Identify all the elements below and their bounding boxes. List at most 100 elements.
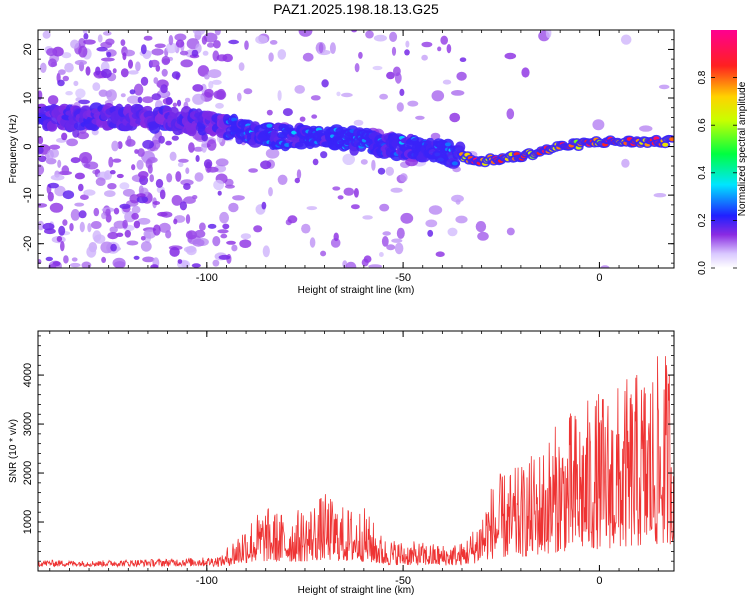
spectrogram-blob [165, 96, 173, 105]
spectrogram-blob [377, 167, 386, 175]
spectrogram-noise-blob [360, 159, 368, 165]
spectrogram-noise-blob [128, 70, 139, 75]
spectrogram-noise-blob [82, 30, 88, 35]
spectrogram-noise-blob [69, 262, 81, 268]
spectrogram-blob [204, 88, 214, 98]
spectrogram-noise-blob [194, 172, 204, 182]
spectrogram-blob [136, 195, 149, 204]
spectrogram-noise-blob [58, 69, 66, 75]
spectrogram-blob [222, 223, 230, 230]
spectrogram-blobs [38, 30, 674, 268]
spectrogram-noise-blob [320, 250, 327, 257]
x-tick-label: -50 [395, 575, 411, 587]
spectrogram-noise-blob [149, 174, 154, 183]
spectrogram-noise-blob [152, 224, 161, 236]
spectrogram-noise-blob [193, 146, 204, 152]
spectrogram-ridge-core [451, 161, 458, 166]
colorbar-label: Normalized spectral amplitude [737, 81, 748, 216]
spectrogram-noise-blob [76, 131, 89, 140]
spectrogram-noise-blob [92, 230, 102, 242]
x-tick-label: -50 [395, 272, 411, 284]
spectrogram-noise-blob [653, 193, 667, 198]
spectrogram-noise-blob [310, 95, 321, 101]
spectrogram-noise-blob [399, 173, 408, 182]
spectrogram-blob [191, 49, 199, 57]
spectrogram-blob [217, 190, 222, 196]
spectrogram-noise-blob [180, 59, 193, 68]
spectrogram-noise-blob [365, 30, 374, 39]
spectrogram-noise-blob [425, 219, 438, 228]
spectrogram-blob [157, 211, 168, 217]
x-tick-label: 0 [596, 575, 602, 587]
spectrogram-noise-blob [80, 194, 89, 200]
spectrogram-noise-blob [214, 30, 221, 36]
spectrogram-noise-blob [294, 85, 306, 94]
spectrogram-noise-blob [296, 169, 302, 180]
spectrogram-noise-blob [396, 227, 405, 239]
spectrogram-noise-blob [266, 109, 273, 116]
spectrogram-noise-blob [354, 63, 360, 73]
spectrogram-y-label: Frequency (Hz) [8, 115, 19, 184]
spectrogram-noise-blob [437, 46, 442, 52]
spectrogram-noise-blob [231, 244, 238, 252]
spectrogram-noise-blob [61, 52, 72, 59]
spectrogram-noise-blob [621, 158, 630, 168]
spectrogram-noise-blob [351, 204, 360, 210]
spectrogram-noise-blob [83, 189, 96, 196]
spectrogram-noise-blob [199, 222, 206, 231]
spectrogram-noise-blob [269, 40, 278, 45]
spectrogram-noise-blob [382, 231, 392, 236]
spectrogram-blob [74, 172, 85, 180]
y-tick-label: -20 [22, 236, 34, 252]
spectrogram-noise-blob [386, 244, 396, 251]
spectrogram-noise-blob [342, 153, 356, 165]
spectrogram-blob [312, 158, 319, 166]
spectrogram-blob [213, 40, 221, 49]
spectrogram-noise-blob [262, 245, 270, 258]
spectrogram-blob [393, 66, 401, 77]
spectrogram-blob [138, 171, 149, 179]
spectrogram-blob [105, 208, 111, 217]
spectrogram-noise-blob [177, 162, 184, 168]
spectrogram-noise-blob [129, 194, 140, 204]
spectrogram-noise-blob [142, 256, 155, 263]
spectrogram-noise-blob [186, 245, 197, 256]
spectrogram-noise-blob [74, 59, 87, 66]
spectrogram-blob [173, 218, 178, 225]
spectrogram-blob [311, 114, 318, 119]
spectrogram-noise-blob [207, 69, 222, 79]
spectrogram-blob [122, 219, 128, 229]
spectrogram-noise-blob [451, 194, 464, 203]
colorbar-tick-label: 0.0 [697, 261, 708, 275]
spectrogram-blob [142, 139, 155, 149]
spectrogram-noise-blob [506, 227, 515, 236]
spectrogram-noise-blob [455, 215, 468, 224]
spectrogram-blob [169, 246, 180, 257]
spectrogram-noise-blob [299, 116, 306, 122]
spectrogram-blob [131, 164, 136, 171]
spectrogram-noise-blob [138, 185, 144, 196]
y-tick-label: 3000 [22, 412, 34, 436]
spectrogram-noise-blob [545, 30, 552, 39]
spectrogram-blob [38, 145, 44, 155]
colorbar: 0.0 0.2 0.4 0.6 0.8 Normalized spectral ampl… [697, 30, 748, 275]
spectrogram-blob [165, 140, 172, 146]
spectrogram-blob [131, 212, 139, 220]
spectrogram-noise-blob [192, 93, 205, 105]
spectrogram-noise-blob [372, 65, 383, 71]
spectrogram-noise-blob [108, 156, 114, 168]
spectrogram-noise-blob [142, 96, 154, 104]
spectrogram-x-label: Height of straight line (km) [298, 285, 415, 296]
spectrogram-noise-blob [192, 30, 206, 36]
spectrogram-noise-blob [119, 182, 130, 190]
spectrogram-noise-blob [329, 42, 336, 54]
y-tick-label: 10 [22, 92, 34, 104]
spectrogram-noise-blob [79, 152, 93, 164]
spectrogram-blob [161, 55, 171, 66]
spectrogram-blob [151, 93, 162, 101]
snr-y-label: SNR (10 * v/v) [8, 419, 19, 483]
spectrogram-blob [351, 30, 358, 33]
spectrogram-noise-blob [197, 65, 210, 77]
spectrogram-noise-blob [104, 190, 116, 198]
